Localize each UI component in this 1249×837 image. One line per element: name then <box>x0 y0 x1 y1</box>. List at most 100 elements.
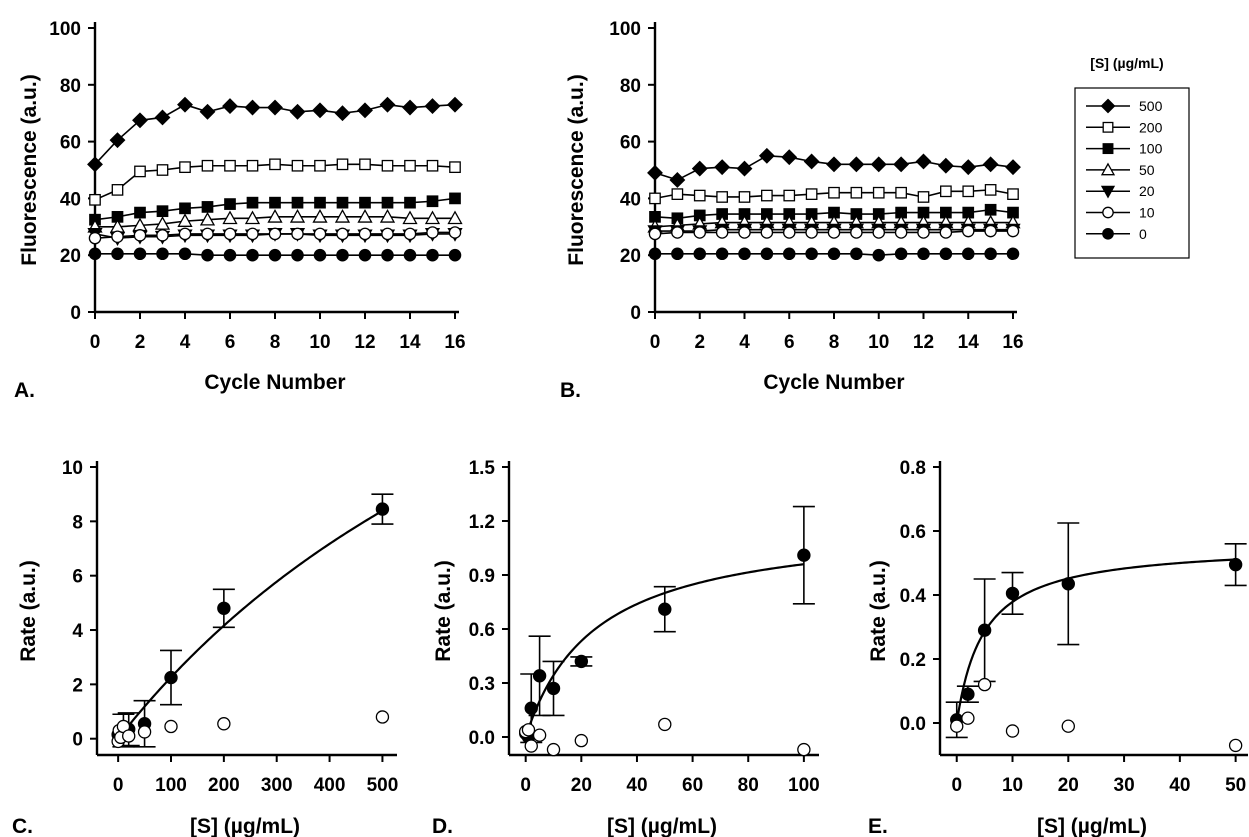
data-point <box>524 701 538 715</box>
data-point <box>716 191 728 203</box>
data-point <box>782 247 796 261</box>
data-point <box>1061 719 1075 733</box>
data-point <box>164 719 178 734</box>
y-tick-label: 6 <box>72 567 83 588</box>
data-point <box>426 248 439 262</box>
data-point <box>267 99 283 116</box>
legend-label: 0 <box>1139 226 1147 242</box>
series-0 <box>88 247 462 262</box>
data-point <box>693 226 707 239</box>
series-200 <box>649 184 1019 205</box>
series-10 <box>648 224 1020 241</box>
x-tick-label: 0 <box>90 332 101 353</box>
data-point <box>828 186 840 199</box>
data-point <box>402 99 418 116</box>
data-point <box>132 112 148 129</box>
x-tick-label: 50 <box>1225 775 1246 796</box>
y-tick-label: 100 <box>609 19 641 40</box>
data-point <box>671 188 684 200</box>
data-point <box>201 159 214 172</box>
data-point <box>381 196 394 209</box>
data-point <box>223 248 237 262</box>
legend-entry-100: 100 <box>1086 141 1163 157</box>
data-point <box>1061 577 1075 591</box>
data-point <box>133 247 147 261</box>
data-point <box>404 159 416 172</box>
legend-label: 500 <box>1139 98 1163 114</box>
x-tick-label: 14 <box>399 332 421 353</box>
data-point <box>977 677 992 692</box>
data-point <box>267 209 283 223</box>
x-tick-label: 0 <box>650 332 661 353</box>
data-point <box>648 227 662 241</box>
panel-e: 0 10 20 30 40 50 0.0 0.2 0.4 0.6 0.8 [S] (µg/mL) Rat… <box>867 458 1248 837</box>
data-point <box>937 157 954 174</box>
x-tick-label: 6 <box>784 332 795 353</box>
x-tick-label: 16 <box>1002 332 1023 353</box>
data-point <box>803 153 820 170</box>
data-point <box>546 742 561 757</box>
data-point <box>133 229 147 242</box>
data-point <box>693 189 706 202</box>
legend-marker <box>1100 185 1116 199</box>
y-tick-label: 60 <box>620 133 641 154</box>
data-point <box>984 184 997 196</box>
data-point <box>223 227 237 241</box>
data-point <box>1005 159 1021 176</box>
data-point <box>671 226 684 239</box>
data-point <box>783 189 796 202</box>
data-point <box>359 158 371 171</box>
y-tick-label: 4 <box>72 621 83 642</box>
series-500 <box>87 96 463 173</box>
y-tick-label: 20 <box>620 246 641 267</box>
x-tick-label: 400 <box>314 775 346 796</box>
data-point <box>246 159 259 172</box>
x-tick-label: 8 <box>829 332 840 353</box>
data-point <box>134 165 146 178</box>
data-point <box>960 159 977 176</box>
x-tick-label: 0 <box>951 775 962 796</box>
series-open <box>111 710 390 749</box>
x-tick-label: 6 <box>225 332 236 353</box>
data-point <box>797 742 811 757</box>
data-point <box>782 226 796 239</box>
legend-label: 200 <box>1139 119 1163 135</box>
x-axis-label: [S] (µg/mL) <box>1037 815 1147 837</box>
y-tick-label: 0 <box>72 730 83 751</box>
data-point <box>87 156 103 173</box>
data-point <box>357 209 373 223</box>
legend-marker <box>1102 143 1114 155</box>
y-tick-label: 0.8 <box>900 458 926 479</box>
x-tick-label: 4 <box>180 332 191 353</box>
x-tick-label: 200 <box>208 775 240 796</box>
data-point <box>848 156 865 173</box>
data-point <box>1006 224 1020 238</box>
data-point <box>893 156 910 173</box>
data-point <box>88 247 102 261</box>
data-point <box>714 159 731 176</box>
x-axis-label: Cycle Number <box>204 371 345 394</box>
data-point <box>449 161 461 174</box>
data-point <box>715 226 729 239</box>
data-point <box>447 210 463 225</box>
series-200 <box>89 158 461 206</box>
data-point <box>984 247 997 261</box>
data-point <box>403 248 417 262</box>
data-point <box>760 226 774 239</box>
series-10 <box>88 226 462 245</box>
legend-entry-0: 0 <box>1086 226 1147 242</box>
y-tick-label: 80 <box>620 76 641 97</box>
data-point <box>381 248 394 262</box>
data-point <box>201 201 214 213</box>
x-tick-label: 10 <box>1002 775 1023 796</box>
x-tick-label: 12 <box>913 332 934 353</box>
series-open <box>950 677 1243 753</box>
data-point <box>314 196 326 209</box>
data-point <box>574 733 589 748</box>
x-tick-label: 40 <box>626 775 647 796</box>
panel-b: 0 2 4 6 8 10 12 14 16 0 20 40 60 80 100 Cycle Number Flu… <box>560 19 1024 402</box>
data-point <box>336 158 349 171</box>
data-point <box>761 189 773 202</box>
data-point <box>940 185 952 198</box>
